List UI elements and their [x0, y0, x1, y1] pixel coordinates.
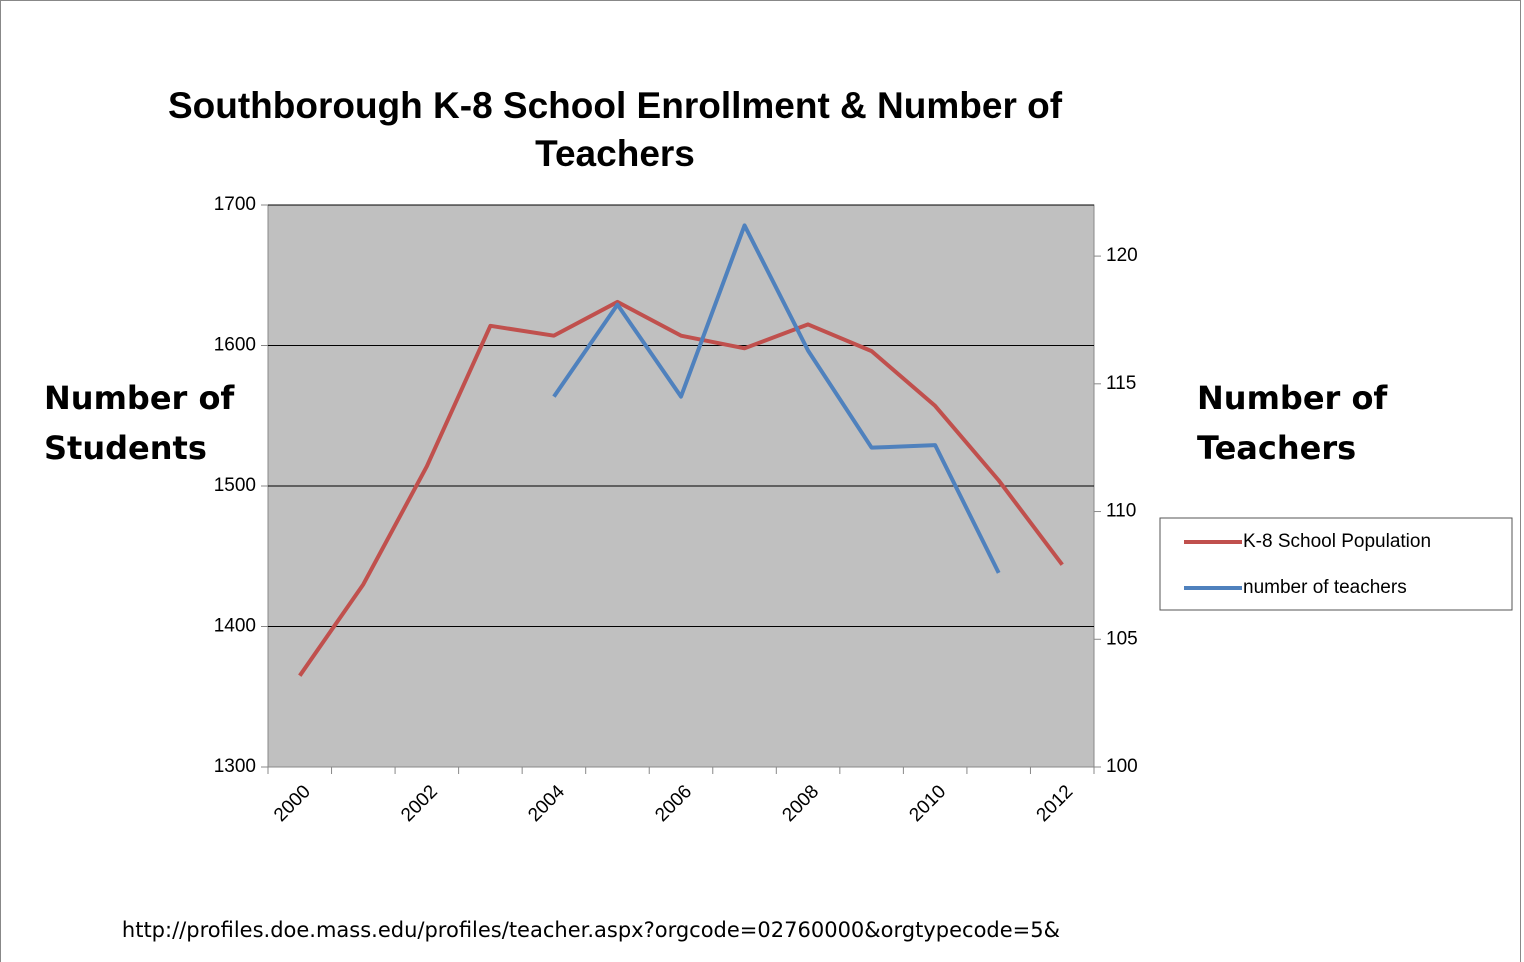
y2-tick-label: 110 [1106, 501, 1136, 522]
y-tick-label: 1700 [214, 194, 256, 215]
y2-axis-label: Number of Teachers [1197, 379, 1388, 467]
chart-title: Southborough K-8 School Enrollment & Num… [167, 85, 1063, 174]
y-tick-label: 1400 [214, 616, 256, 637]
x-tick-label: 2008 [778, 781, 823, 826]
y2-tick-label: 105 [1106, 628, 1138, 649]
y2-tick-label: 120 [1106, 245, 1138, 266]
x-tick-label: 2012 [1033, 781, 1078, 826]
x-tick-label: 2006 [651, 781, 696, 826]
y2-tick-label: 115 [1106, 373, 1136, 394]
legend-label: K-8 School Population [1243, 531, 1431, 552]
series-line [552, 223, 1001, 574]
x-tick-label: 2002 [397, 781, 442, 826]
source-note: http://profiles.doe.mass.edu/profiles/te… [121, 918, 1060, 942]
legend-label: number of teachers [1243, 577, 1407, 598]
x-tick-label: 2004 [524, 781, 569, 826]
y2-tick-label: 100 [1106, 756, 1138, 777]
y-axis-label: Number of Students [44, 379, 235, 467]
legend-box [1159, 517, 1513, 611]
y-tick-label: 1600 [214, 335, 256, 356]
x-tick-label: 2010 [905, 781, 950, 826]
y-tick-label: 1300 [214, 756, 256, 777]
x-tick-label: 2000 [270, 781, 315, 826]
series-line [298, 299, 1064, 677]
y-tick-label: 1500 [214, 475, 256, 496]
